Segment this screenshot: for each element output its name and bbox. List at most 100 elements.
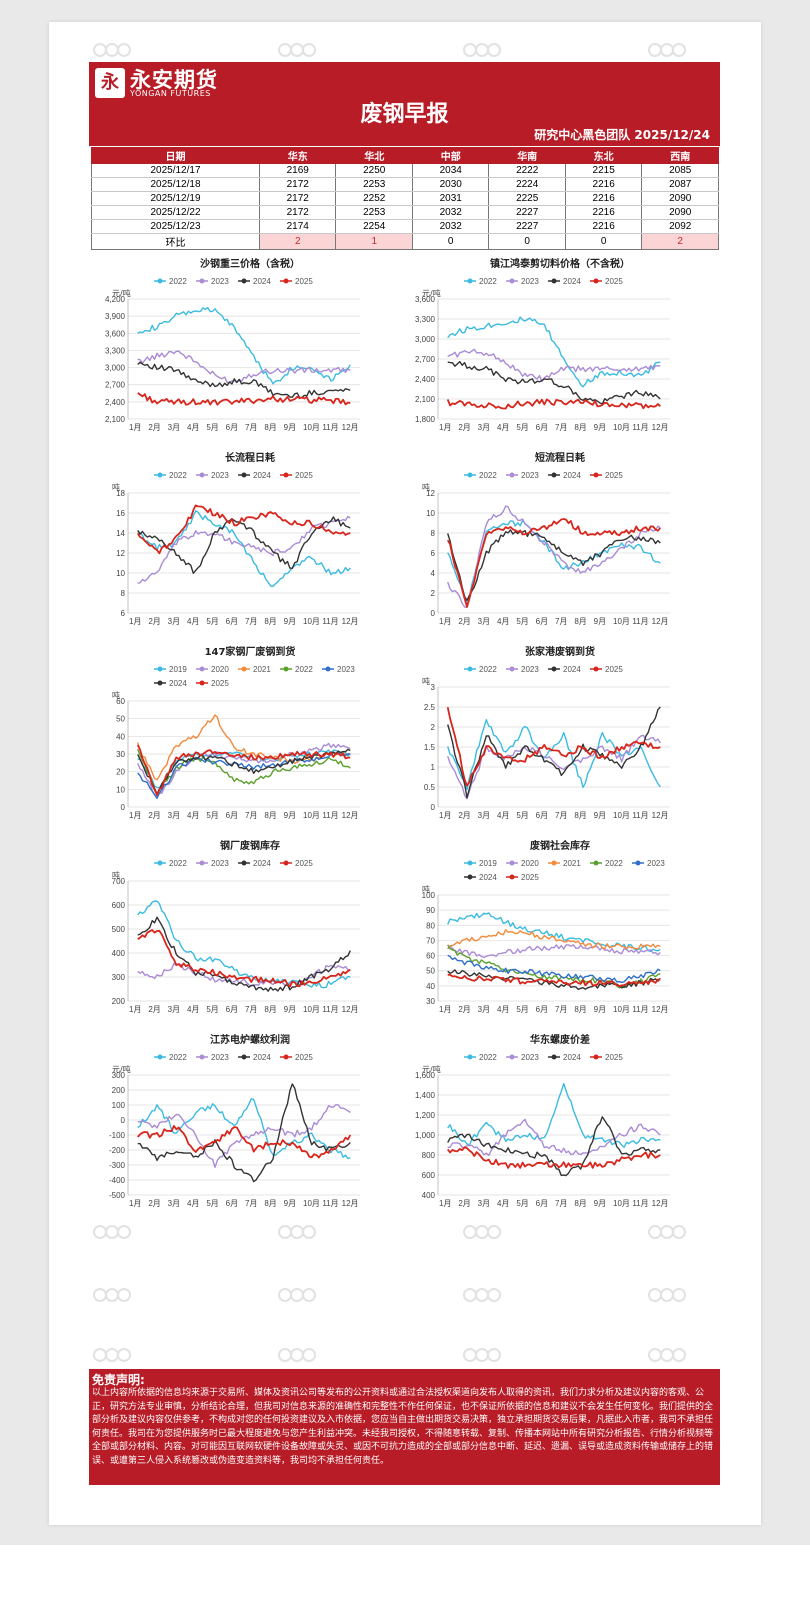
legend-label: 2023 bbox=[211, 277, 229, 286]
legend-marker bbox=[241, 666, 247, 672]
y-tick-label: 1,200 bbox=[415, 1111, 436, 1120]
x-tick-label: 7月 bbox=[245, 811, 257, 820]
legend-label: 2024 bbox=[169, 679, 187, 688]
x-tick-label: 12月 bbox=[342, 617, 359, 626]
watermark-mark bbox=[672, 1348, 686, 1362]
x-tick-label: 11月 bbox=[322, 1005, 338, 1014]
legend-label: 2023 bbox=[647, 859, 665, 868]
series-line-2023 bbox=[137, 751, 351, 800]
y-tick-label: 1,000 bbox=[415, 1131, 436, 1140]
legend-marker bbox=[157, 666, 163, 672]
legend-marker bbox=[467, 278, 473, 284]
x-tick-label: 1月 bbox=[439, 1199, 451, 1208]
legend-label: 2021 bbox=[563, 859, 581, 868]
chart-svg: 长流程日耗 2022 2023 2024 2025 吨 6 8 10 12 14 16 18 1月 2月 3月… bbox=[112, 451, 360, 626]
x-tick-label: 4月 bbox=[497, 617, 509, 626]
y-tick-label: 800 bbox=[422, 1151, 436, 1160]
y-tick-label: 40 bbox=[426, 982, 435, 991]
y-tick-label: -300 bbox=[109, 1161, 126, 1170]
legend-marker bbox=[593, 472, 599, 478]
x-tick-label: 5月 bbox=[516, 423, 528, 432]
x-tick-label: 6月 bbox=[536, 617, 548, 626]
series-line-2022 bbox=[137, 900, 351, 989]
legend-marker bbox=[283, 472, 289, 478]
watermark-mark bbox=[463, 1225, 477, 1239]
x-tick-label: 7月 bbox=[245, 1199, 257, 1208]
watermark-mark bbox=[648, 1348, 662, 1362]
y-tick-label: 3,300 bbox=[105, 346, 126, 355]
x-tick-label: 5月 bbox=[206, 811, 218, 820]
series-line-2024 bbox=[447, 706, 661, 799]
x-tick-label: 9月 bbox=[284, 617, 296, 626]
x-tick-label: 9月 bbox=[284, 811, 296, 820]
x-tick-label: 6月 bbox=[226, 811, 238, 820]
y-tick-label: 50 bbox=[426, 967, 435, 976]
x-tick-label: 5月 bbox=[206, 617, 218, 626]
x-tick-label: 11月 bbox=[322, 423, 338, 432]
x-tick-label: 7月 bbox=[245, 423, 257, 432]
series-line-2022 bbox=[447, 1082, 661, 1149]
x-tick-label: 9月 bbox=[594, 617, 606, 626]
watermark-mark bbox=[105, 43, 119, 57]
x-tick-label: 8月 bbox=[574, 1005, 586, 1014]
x-tick-label: 10月 bbox=[613, 617, 630, 626]
x-tick-label: 3月 bbox=[168, 811, 180, 820]
axis-unit-label: 吨 bbox=[112, 870, 120, 880]
legend-marker bbox=[283, 666, 289, 672]
watermark-mark bbox=[278, 1348, 292, 1362]
x-tick-label: 2月 bbox=[148, 423, 160, 432]
series-line-2020 bbox=[447, 944, 661, 959]
watermark-mark bbox=[290, 1288, 304, 1302]
table-cell: 2172 bbox=[258, 205, 337, 220]
series-line-2025 bbox=[137, 929, 351, 988]
series-line-2024 bbox=[137, 516, 351, 575]
chart-east-rebar-scrap-spread: 华东螺废价差 2022 2023 2024 2025 元/吨 400 600 800 1,000 1… bbox=[410, 1033, 710, 1218]
x-tick-label: 7月 bbox=[555, 1199, 567, 1208]
table-row: 2025/12/17 2169 2250 2034 2222 2215 2085 bbox=[91, 163, 719, 178]
col-header-southwest: 西南 bbox=[641, 147, 719, 164]
y-tick-label: 400 bbox=[112, 949, 126, 958]
legend-label: 2022 bbox=[479, 471, 497, 480]
y-tick-label: 100 bbox=[422, 891, 436, 900]
x-tick-label: 6月 bbox=[536, 423, 548, 432]
chart-social-inventory: 废钢社会库存 2019 2020 2021 2022 2023 2024 2025 吨 30 40 5… bbox=[410, 839, 710, 1024]
table-cell: 2025/12/22 bbox=[91, 205, 260, 220]
legend-marker bbox=[199, 472, 205, 478]
legend-label: 2019 bbox=[479, 859, 497, 868]
x-tick-label: 12月 bbox=[342, 1199, 359, 1208]
table-cell: 2032 bbox=[411, 205, 490, 220]
axis-unit-label: 吨 bbox=[422, 676, 430, 686]
y-tick-label: 3,300 bbox=[415, 315, 436, 324]
legend-label: 2022 bbox=[479, 1053, 497, 1062]
watermark-mark bbox=[278, 43, 292, 57]
watermark-mark bbox=[660, 1348, 674, 1362]
legend-label: 2023 bbox=[211, 1053, 229, 1062]
disclaimer-body: 以上内容所依据的信息均来源于交易所、媒体及资讯公司等发布的公开资料或通过合法授权… bbox=[92, 1388, 714, 1466]
watermark-mark bbox=[463, 43, 477, 57]
axis-unit-label: 元/吨 bbox=[422, 288, 441, 298]
legend-label: 2024 bbox=[563, 471, 581, 480]
x-tick-label: 1月 bbox=[439, 811, 451, 820]
watermark-mark bbox=[302, 43, 316, 57]
company-logo-icon: 永 bbox=[95, 68, 125, 98]
legend-marker bbox=[241, 860, 247, 866]
col-header-northeast: 东北 bbox=[564, 147, 643, 164]
legend-marker bbox=[593, 666, 599, 672]
table-cell: 2090 bbox=[641, 205, 719, 220]
x-tick-label: 9月 bbox=[284, 423, 296, 432]
watermark-mark bbox=[302, 1225, 316, 1239]
legend-marker bbox=[551, 860, 557, 866]
series-line-2024 bbox=[137, 916, 351, 992]
legend-label: 2024 bbox=[253, 471, 271, 480]
series-line-2023 bbox=[447, 348, 661, 383]
y-tick-label: -100 bbox=[109, 1131, 126, 1140]
legend-marker bbox=[467, 860, 473, 866]
x-tick-label: 4月 bbox=[187, 423, 199, 432]
y-tick-label: 0 bbox=[121, 1116, 126, 1125]
y-tick-label: 3,600 bbox=[415, 295, 436, 304]
x-tick-label: 4月 bbox=[497, 1005, 509, 1014]
col-header-north: 华北 bbox=[335, 147, 413, 164]
x-tick-label: 6月 bbox=[536, 1199, 548, 1208]
watermark-mark bbox=[278, 1225, 292, 1239]
legend-marker bbox=[551, 666, 557, 672]
